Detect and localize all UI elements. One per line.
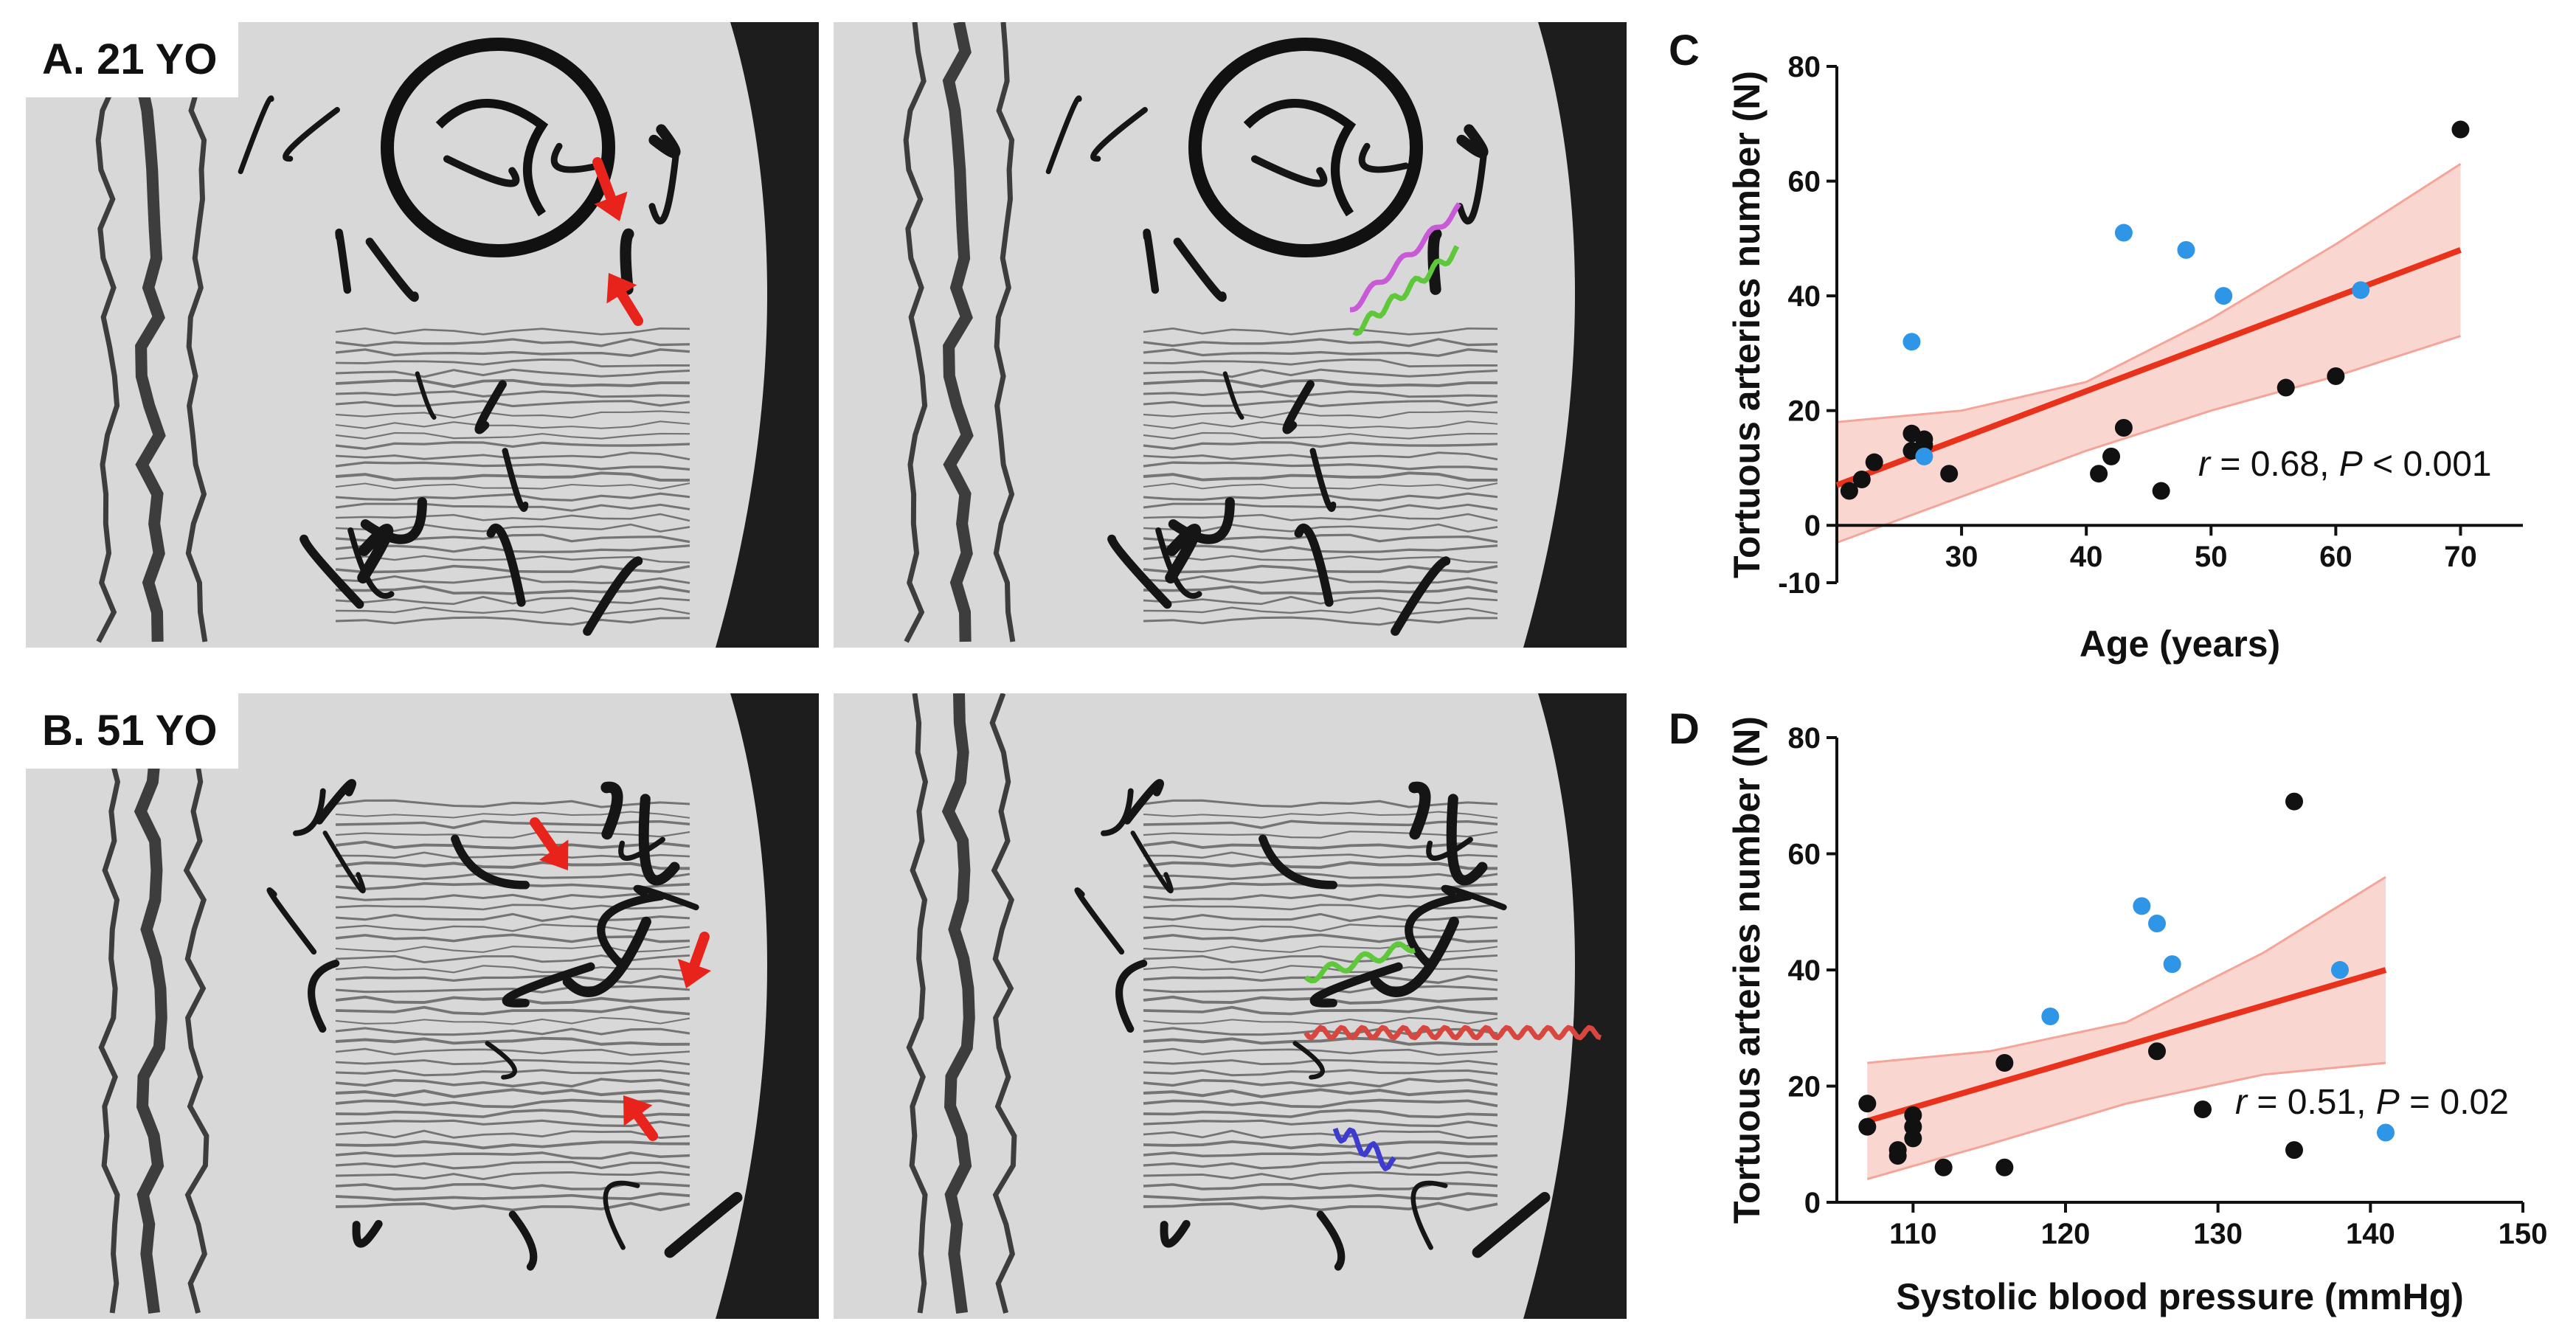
red-arrow	[606, 273, 643, 326]
x-tick-label: 130	[2193, 1218, 2243, 1250]
data-point-black	[2194, 1101, 2212, 1118]
red-arrow	[592, 157, 628, 221]
x-tick-label: 60	[2319, 541, 2352, 573]
data-point-black	[1995, 1054, 2014, 1072]
data-point-blue	[1915, 447, 1933, 465]
data-point-black	[1934, 1158, 1953, 1176]
data-point-blue	[2331, 961, 2349, 979]
chart-c-age: -10 0 20 40 60 80 30 40 50 60 70 Age (years) Tortuou…	[1719, 22, 2560, 671]
data-point-blue	[2148, 915, 2166, 932]
y-tick-label: 0	[1804, 1187, 1821, 1219]
data-point-black	[1995, 1158, 2014, 1176]
panel-c-letter: C	[1669, 27, 1700, 74]
y-tick-label: 20	[1788, 1071, 1821, 1103]
x-tick-label: 30	[1945, 541, 1978, 573]
data-point-black	[1915, 430, 1933, 448]
data-point-black	[2276, 378, 2295, 397]
mri-panel-b-right	[834, 693, 1627, 1319]
x-tick-label: 150	[2499, 1218, 2548, 1250]
data-point-black	[2102, 447, 2120, 465]
red-arrow	[530, 817, 569, 870]
ci-upper-bound	[1836, 162, 2462, 423]
data-point-blue	[2133, 897, 2151, 915]
magenta-vessel-trace	[1349, 202, 1461, 313]
data-point-blue	[2352, 281, 2370, 299]
confidence-band	[1837, 164, 2461, 543]
x-tick-label: 50	[2195, 541, 2228, 573]
data-point-blue	[2114, 223, 2133, 242]
data-point-blue	[2041, 1008, 2060, 1025]
data-point-black	[1852, 471, 1871, 488]
mri-panel-a-left	[26, 22, 819, 648]
data-point-black	[2152, 482, 2170, 500]
data-point-black	[2090, 465, 2108, 483]
x-tick-label: 140	[2346, 1218, 2395, 1250]
blue-vessel-trace	[1332, 1127, 1396, 1171]
red-vessel-trace	[1303, 1025, 1602, 1041]
red-arrow	[623, 1095, 658, 1141]
ci-lower-bound	[1836, 335, 2461, 544]
ci-upper-bound	[1867, 876, 2386, 1064]
correlation-annotation: r = 0.51, P = 0.02	[2235, 1083, 2509, 1122]
y-axis-label: Tortuous arteries number (N)	[1726, 716, 1767, 1224]
regression-line	[1866, 967, 2387, 1124]
data-point-black	[2285, 1141, 2303, 1160]
data-point-black	[1858, 1117, 1877, 1136]
y-axis-label: Tortuous arteries number (N)	[1726, 71, 1767, 578]
panel-a-label: A. 21 YO	[26, 22, 238, 97]
y-tick-label: 60	[1788, 166, 1821, 198]
mri-panel-a-right	[834, 22, 1627, 648]
data-point-blue	[2215, 287, 2233, 305]
y-tick-label: 40	[1788, 954, 1821, 987]
y-tick-label: 40	[1788, 280, 1821, 313]
data-point-black	[1940, 465, 1959, 483]
y-tick-label: 0	[1804, 510, 1821, 542]
red-arrow	[677, 932, 712, 988]
x-axis-label: Age (years)	[2080, 623, 2280, 665]
y-tick-label: 80	[1788, 722, 1821, 755]
x-tick-label: 40	[2070, 541, 2103, 573]
data-point-black	[1865, 453, 1883, 471]
x-tick-label: 70	[2444, 541, 2477, 573]
data-point-black	[2114, 419, 2133, 437]
data-point-black	[1904, 1129, 1922, 1148]
x-axis-label: Systolic blood pressure (mmHg)	[1896, 1276, 2464, 1317]
confidence-band	[1867, 877, 2386, 1179]
data-point-black	[1858, 1095, 1877, 1113]
y-tick-label: 60	[1788, 839, 1821, 871]
data-point-black	[2451, 120, 2470, 139]
x-tick-label: 110	[1889, 1218, 1937, 1250]
panel-d-letter: D	[1669, 705, 1700, 753]
data-point-black	[2285, 792, 2303, 811]
data-point-black	[1888, 1147, 1907, 1165]
y-tick-label: 20	[1788, 395, 1821, 428]
panel-b-label: B. 51 YO	[26, 693, 238, 769]
data-point-blue	[2163, 955, 2181, 974]
data-point-blue	[1902, 333, 1921, 351]
green-vessel-trace	[1352, 245, 1460, 336]
chart-d-blood-pressure: 0 20 40 60 80 110 120 130 140 150 Systolic blood p…	[1719, 701, 2560, 1320]
x-tick-label: 120	[2041, 1218, 2091, 1250]
data-point-black	[2327, 367, 2345, 385]
mri-panel-b-left	[26, 693, 819, 1319]
data-point-black	[1840, 482, 1858, 500]
y-tick-label: 80	[1788, 51, 1821, 83]
data-point-blue	[2177, 240, 2195, 259]
green-vessel-trace	[1303, 941, 1416, 984]
ci-lower-bound	[1866, 1061, 2386, 1180]
y-tick-label: -10	[1778, 567, 1821, 600]
correlation-annotation: r = 0.68, P < 0.001	[2198, 445, 2492, 484]
data-point-blue	[2377, 1123, 2395, 1142]
data-point-black	[2148, 1042, 2166, 1061]
